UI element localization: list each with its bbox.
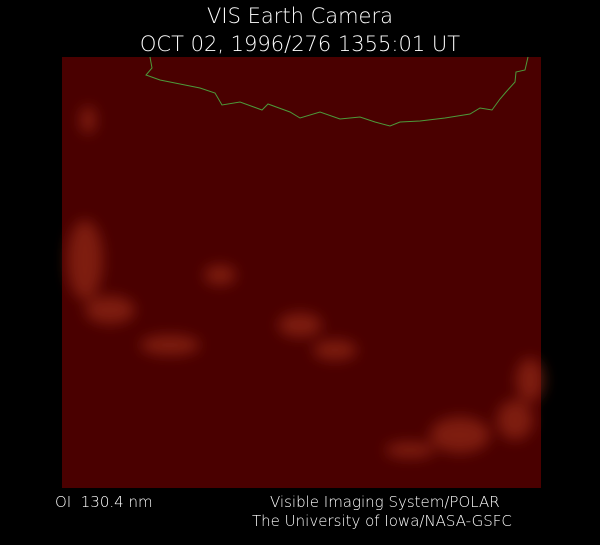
- wavelength: OI 130.4 nm: [55, 493, 153, 511]
- aurora-glow: [67, 106, 544, 458]
- title: VIS Earth Camera: [207, 4, 393, 28]
- coastline: [145, 56, 529, 127]
- institution: The University of Iowa/NASA-GSFC: [252, 512, 512, 530]
- instrument: Visible Imaging System/POLAR: [270, 493, 500, 511]
- camera-frame: [62, 57, 541, 488]
- timestamp: OCT 02, 1996/276 1355:01 UT: [139, 32, 461, 56]
